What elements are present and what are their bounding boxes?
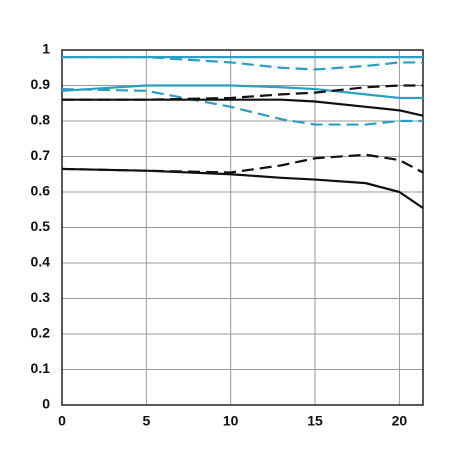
y-tick-label: 0.4 [31, 254, 51, 270]
x-tick-label: 0 [58, 413, 66, 429]
y-tick-label: 0.3 [31, 289, 51, 305]
x-tick-label: 15 [307, 413, 323, 429]
y-tick-label: 0.6 [31, 183, 51, 199]
y-tick-label: 0.5 [31, 218, 51, 234]
mtf-line [61, 153, 424, 174]
mtf-line [61, 84, 423, 100]
y-tick-label: 0.1 [31, 360, 51, 376]
y-tick-label: 0.8 [31, 112, 51, 128]
x-tick-label: 20 [392, 413, 408, 429]
x-tick-label: 10 [223, 413, 239, 429]
mtf-line [62, 55, 423, 71]
mtf-line [62, 84, 423, 101]
y-tick-label: 1 [42, 41, 50, 57]
y-tick-label: 0.7 [31, 147, 51, 163]
y-tick-label: 0.9 [31, 76, 51, 92]
x-tick-label: 5 [142, 413, 150, 429]
mtf-line [61, 87, 423, 126]
y-tick-label: 0 [42, 396, 50, 412]
y-tick-label: 0.2 [31, 325, 51, 341]
plot-border [61, 49, 424, 406]
